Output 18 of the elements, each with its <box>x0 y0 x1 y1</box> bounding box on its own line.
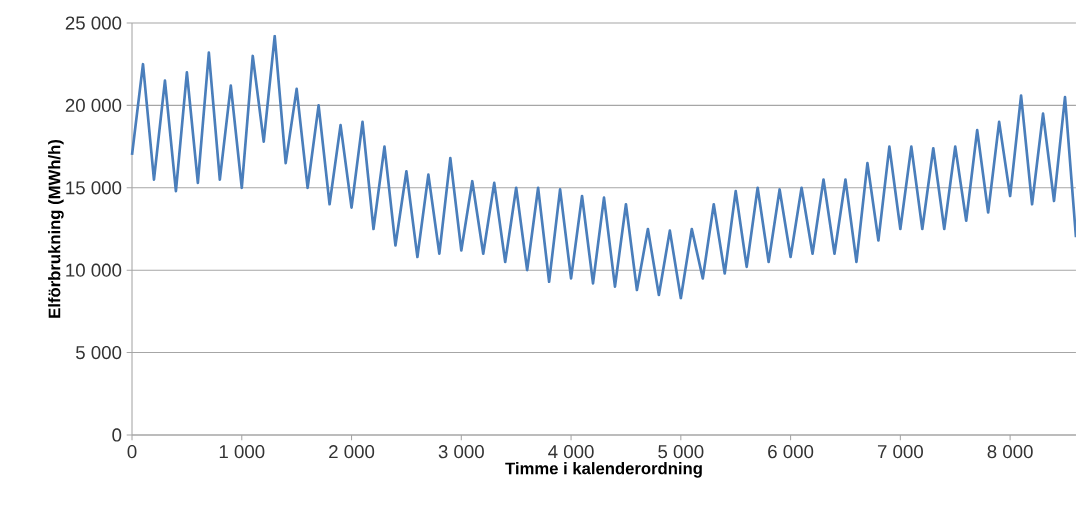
y-tick-label: 0 <box>112 428 122 442</box>
x-tick-label: 4 000 <box>548 445 594 459</box>
y-tick-label: 15 000 <box>66 181 122 195</box>
x-tick-label: 8 000 <box>987 445 1033 459</box>
y-tick-label: 20 000 <box>65 98 122 113</box>
x-tick-label: 0 <box>127 445 137 459</box>
x-axis-title: Timme i kalenderordning <box>505 462 702 478</box>
line-series <box>130 34 1076 300</box>
y-axis-title: Elförbrukning (MWh/h) <box>48 140 64 318</box>
x-tick-label: 7 000 <box>877 445 923 459</box>
y-tick-label: 25 000 <box>65 16 122 30</box>
y-tick-label: 10 000 <box>66 263 122 277</box>
x-tick-label: 3 000 <box>438 445 484 459</box>
x-tick-label: 2 000 <box>329 445 375 459</box>
y-tick-label: 5 000 <box>76 345 122 360</box>
x-tick-label: 6 000 <box>768 445 814 459</box>
x-tick-label: 1 000 <box>219 445 265 459</box>
x-tick-label: 5 000 <box>658 445 704 459</box>
